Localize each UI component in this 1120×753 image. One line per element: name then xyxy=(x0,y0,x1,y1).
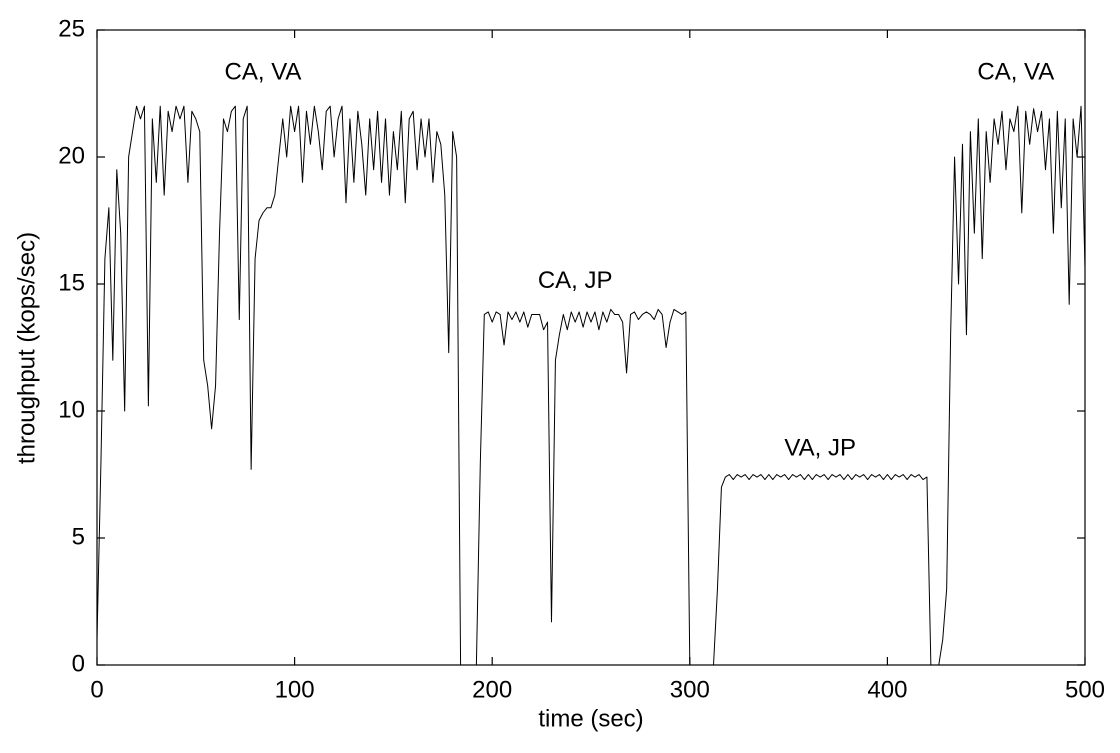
annotation: CA, JP xyxy=(538,267,613,294)
x-tick-label: 500 xyxy=(1065,676,1105,703)
y-tick-label: 15 xyxy=(58,269,85,296)
annotation: CA, VA xyxy=(225,59,302,86)
y-tick-label: 20 xyxy=(58,142,85,169)
annotation: CA, VA xyxy=(977,59,1054,86)
y-tick-label: 25 xyxy=(58,15,85,42)
x-tick-label: 100 xyxy=(275,676,315,703)
annotation: VA, JP xyxy=(784,434,856,461)
x-tick-label: 0 xyxy=(90,676,103,703)
plot-frame xyxy=(96,29,1086,666)
x-tick-label: 300 xyxy=(670,676,710,703)
x-axis-label: time (sec) xyxy=(538,705,643,732)
x-tick-label: 200 xyxy=(472,676,512,703)
data-line xyxy=(96,105,1086,666)
y-tick-label: 10 xyxy=(58,396,85,423)
y-tick-label: 0 xyxy=(72,650,85,677)
y-tick-label: 5 xyxy=(72,523,85,550)
x-tick-label: 400 xyxy=(867,676,907,703)
y-axis-label: throughput (kops/sec) xyxy=(13,232,40,464)
